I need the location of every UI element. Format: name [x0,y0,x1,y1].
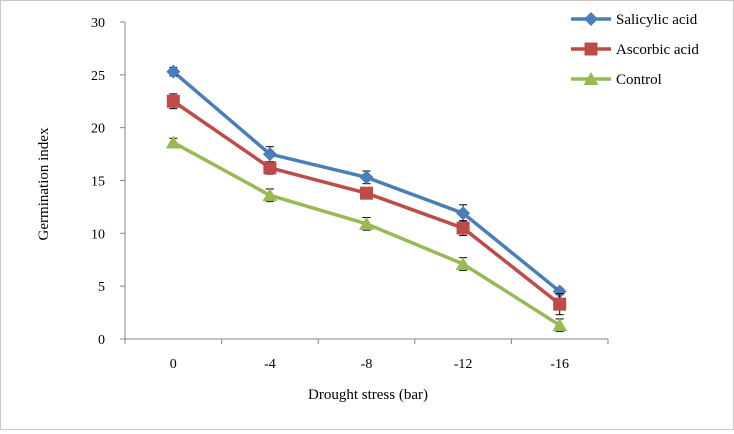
data-point-ascorbic-acid [456,221,470,235]
series-line-control [172,140,561,327]
x-tick-label: -4 [264,357,276,372]
y-axis-title: Germination index [36,127,52,240]
data-point-ascorbic-acid [553,297,567,311]
legend-marker [584,42,598,56]
data-point-salicylic-acid [552,284,567,299]
series-salicylic-acid [166,64,567,299]
legend-item-control: Control [571,72,662,88]
x-ticks: 0 -4 -8 -12 -16 [124,339,609,372]
legend-label: Salicylic acid [616,12,698,28]
legend-marker [584,12,598,26]
data-point-ascorbic-acid [360,186,373,200]
x-tick-label: -8 [361,357,373,372]
legend-item-ascorbic-acid: Ascorbic acid [571,42,699,58]
series-control [165,135,568,333]
data-point-control [552,318,568,332]
series-layer [165,64,568,333]
y-ticks: 0 5 10 15 20 25 30 [91,16,125,348]
data-point-salicylic-acid [359,170,374,185]
series-line-ascorbic-acid [172,99,561,306]
data-point-ascorbic-acid [166,94,180,108]
legend-label: Control [616,72,662,88]
legend: Salicylic acid Ascorbic acid Control [571,12,699,88]
legend-marker [583,72,599,85]
data-point-control [359,216,374,230]
x-axis-title: Drought stress (bar) [308,387,428,403]
y-tick-label: 15 [91,175,105,190]
y-tick-label: 30 [91,16,105,31]
y-tick-label: 10 [91,227,105,242]
legend-label: Ascorbic acid [616,42,699,58]
data-point-salicylic-acid [166,64,181,79]
data-point-ascorbic-acid [263,161,277,175]
x-tick-label: -12 [454,357,473,372]
y-tick-label: 25 [91,69,105,84]
x-tick-label: -16 [550,357,569,372]
data-point-control [262,188,278,202]
data-point-control [165,135,181,149]
y-tick-label: 5 [98,280,105,295]
data-point-salicylic-acid [456,206,471,221]
legend-item-salicylic-acid: Salicylic acid [571,12,698,28]
data-point-salicylic-acid [262,147,277,162]
y-tick-label: 20 [91,122,105,137]
data-point-control [455,256,471,270]
y-tick-label: 0 [98,333,105,348]
series-ascorbic-acid [166,93,567,316]
x-tick-label: 0 [170,357,177,372]
